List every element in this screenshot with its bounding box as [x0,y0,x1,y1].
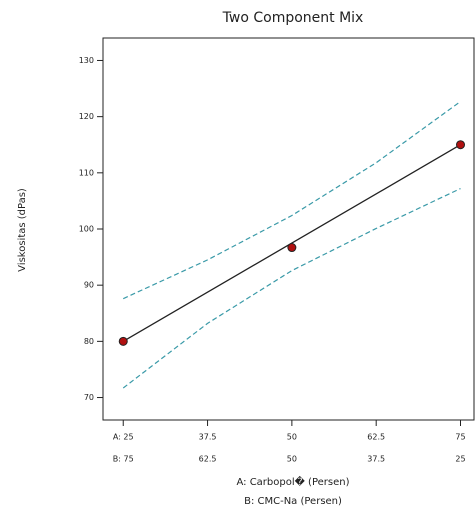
plot-frame [102,37,475,421]
x-tick-label: A: 25 [113,433,134,442]
x-tick-label: 75 [455,433,465,442]
x2-tick-label: B: 75 [113,455,134,464]
x-tick-label: 37.5 [199,433,217,442]
x2-tick-label: 62.5 [199,455,217,464]
x2-tick-label: 50 [287,455,297,464]
design-point [118,336,128,346]
chart-title: Two Component Mix [222,10,364,26]
x-tick-label: 50 [287,433,297,442]
x-axis-title-secondary: B: CMC-Na (Persen) [244,496,342,507]
y-tick-label: 120 [79,112,94,121]
confidence-band [122,100,461,300]
y-tick-label: 90 [84,281,94,290]
y-tick-label: 70 [84,393,94,402]
confidence-band [122,188,461,389]
x-tick-label: 62.5 [367,433,385,442]
y-tick-label: 80 [84,337,94,346]
x-axis-title: A: Carbopol� (Persen) [236,475,349,488]
design-point [287,243,297,253]
x2-tick-label: 25 [455,455,465,464]
y-axis-title: Viskositas (dPas) [17,188,28,272]
design-point [456,140,466,150]
y-tick-label: 130 [79,56,94,65]
y-tick-label: 100 [79,225,94,234]
x2-tick-label: 37.5 [367,455,385,464]
y-tick-label: 110 [79,168,94,177]
